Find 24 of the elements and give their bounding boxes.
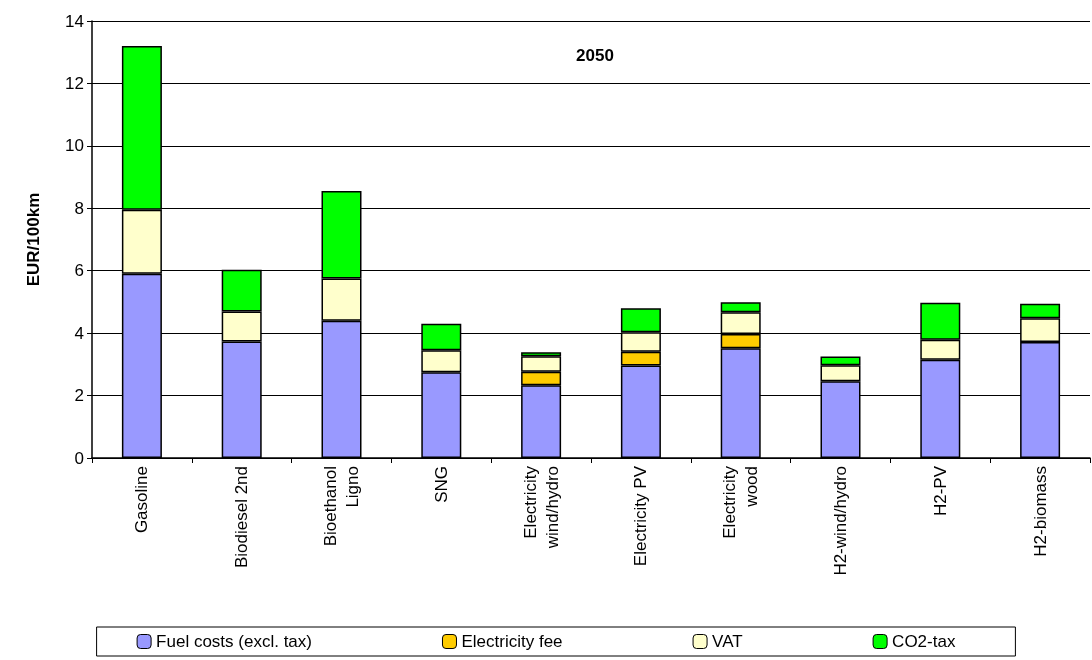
x-tick-label: H2-wind/hydro xyxy=(831,466,850,576)
x-tick-label: Bioethanol Ligno xyxy=(321,466,362,547)
legend-label: CO2-tax xyxy=(892,632,956,651)
y-tick-label: 0 xyxy=(74,448,84,468)
y-tick-label: 2 xyxy=(74,386,84,406)
x-tick-label: Electricity PV xyxy=(631,465,651,567)
text: 2050 xyxy=(576,46,614,65)
y-tick-label: 12 xyxy=(65,73,84,93)
x-tick-label: Electricity wind/hydro xyxy=(520,465,562,550)
legend-label: VAT xyxy=(712,632,743,651)
x-tick-label: Electricity wood xyxy=(720,465,762,539)
y-axis-title: EUR/100km xyxy=(24,192,43,287)
x-tick-label: Biodiesel 2nd xyxy=(232,466,252,569)
legend-label: Fuel costs (excl. tax) xyxy=(156,632,312,651)
x-tick-label: Gasoline xyxy=(132,466,152,534)
x-tick-label: H2-biomass xyxy=(1030,466,1050,557)
y-tick-label: 6 xyxy=(74,261,84,281)
y-tick-label: 8 xyxy=(74,198,84,218)
x-tick-label: H2-PV xyxy=(930,465,950,517)
y-tick-label: 4 xyxy=(74,323,84,343)
y-tick-label: 14 xyxy=(65,11,84,31)
legend-label: Electricity fee xyxy=(461,632,563,651)
y-tick-label: 10 xyxy=(65,136,84,156)
x-tick-label: SNG xyxy=(431,466,451,503)
